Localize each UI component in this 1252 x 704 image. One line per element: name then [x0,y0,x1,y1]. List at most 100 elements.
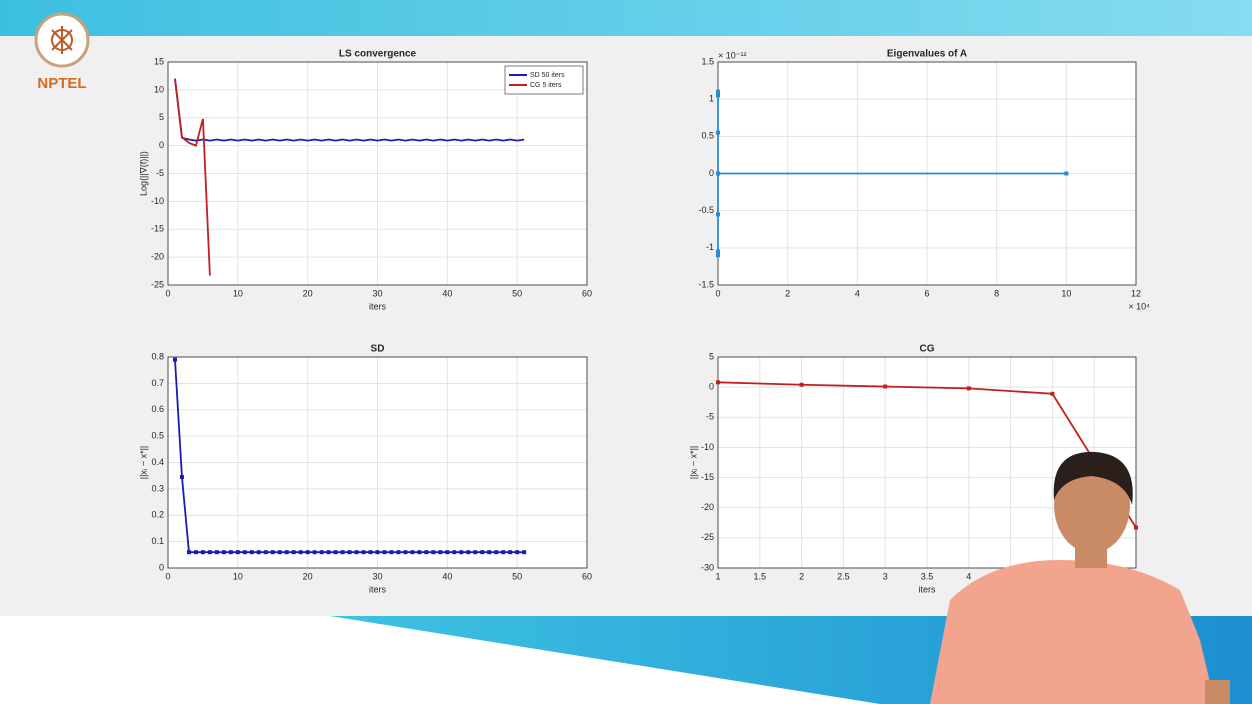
x-tick-label: 20 [303,288,313,298]
point-marker [424,550,428,554]
top-banner [0,0,1252,36]
logo: NPTEL [36,14,88,92]
point-marker [327,550,331,554]
point-marker [716,253,720,257]
y-axis-label: ||xᵢ − x*|| [688,446,698,480]
point-marker [389,550,393,554]
legend-label: CG 5 iters [530,82,562,89]
x-tick-label: 10 [233,571,243,581]
y-tick-label: -5 [156,168,164,178]
x-exponent: × 10⁴ [1128,301,1150,311]
chart-title: SD [371,344,385,355]
point-marker [1050,392,1054,396]
point-marker [438,550,442,554]
y-tick-label: 0 [709,382,714,392]
bottom-wedge [330,616,1252,704]
point-marker [522,550,526,554]
point-marker [452,550,456,554]
y-tick-label: 10 [154,84,164,94]
x-tick-label: 40 [442,571,452,581]
x-tick-label: 60 [582,571,592,581]
y-tick-label: -15 [701,472,714,482]
y-tick-label: -20 [151,252,164,262]
x-tick-label: 3 [883,571,888,581]
point-marker [299,550,303,554]
point-marker [487,550,491,554]
point-marker [431,550,435,554]
point-marker [362,550,366,554]
point-marker [716,172,720,176]
point-marker [716,212,720,216]
point-marker [515,550,519,554]
y-tick-label: 0 [709,168,714,178]
x-tick-label: 0 [165,571,170,581]
point-marker [208,550,212,554]
point-marker [313,550,317,554]
point-marker [180,475,184,479]
point-marker [250,550,254,554]
point-marker [396,550,400,554]
y-tick-label: -15 [151,224,164,234]
x-axis-label: iters [918,584,936,594]
x-tick-label: 2 [785,288,790,298]
legend-box [505,66,583,94]
x-tick-label: 2 [799,571,804,581]
x-tick-label: 10 [233,288,243,298]
y-axis-label: ||xᵢ − x*|| [138,446,148,480]
y-tick-label: 0.3 [151,483,164,493]
x-axis-label: iters [369,301,387,311]
x-tick-label: 4.5 [1004,571,1017,581]
point-marker [222,550,226,554]
y-exponent: × 10⁻¹² [718,50,747,60]
point-marker [1134,526,1138,530]
point-marker [278,550,282,554]
chart-title: Eigenvalues of A [887,49,967,60]
y-tick-label: -30 [701,562,714,572]
y-tick-label: 0.5 [151,431,164,441]
point-marker [306,550,310,554]
point-marker [264,550,268,554]
y-tick-label: 15 [154,56,164,66]
point-marker [459,550,463,554]
y-tick-label: 0 [159,140,164,150]
point-marker [173,358,177,362]
point-marker [508,550,512,554]
y-axis-label: Log(||∇(f)||) [138,151,148,196]
x-tick-label: 30 [372,571,382,581]
point-marker [716,131,720,135]
point-marker [445,550,449,554]
x-tick-label: 60 [582,288,592,298]
x-tick-label: 5.5 [1088,571,1101,581]
x-tick-label: 50 [512,571,522,581]
point-marker [494,550,498,554]
point-marker [292,550,296,554]
x-tick-label: 2.5 [837,571,850,581]
x-tick-label: 12 [1131,288,1141,298]
x-tick-label: 5 [1050,571,1055,581]
point-marker [466,550,470,554]
x-tick-label: 6 [924,288,929,298]
point-marker [355,550,359,554]
y-tick-label: 0.6 [151,404,164,414]
y-tick-label: -1 [706,242,714,252]
point-marker [716,380,720,384]
point-marker [967,386,971,390]
x-tick-label: 30 [372,288,382,298]
y-tick-label: 0.2 [151,510,164,520]
point-marker [194,550,198,554]
y-tick-label: -25 [701,532,714,542]
point-marker [187,550,191,554]
y-tick-label: -25 [151,279,164,289]
y-tick-label: 1 [709,94,714,104]
point-marker [716,90,720,94]
x-tick-label: 0 [715,288,720,298]
point-marker [369,550,373,554]
x-tick-label: 0 [165,288,170,298]
y-tick-label: 5 [159,112,164,122]
point-marker [716,250,720,254]
point-marker [883,385,887,389]
point-marker [257,550,261,554]
point-marker [348,550,352,554]
y-tick-label: 0.8 [151,351,164,361]
point-marker [716,93,720,97]
